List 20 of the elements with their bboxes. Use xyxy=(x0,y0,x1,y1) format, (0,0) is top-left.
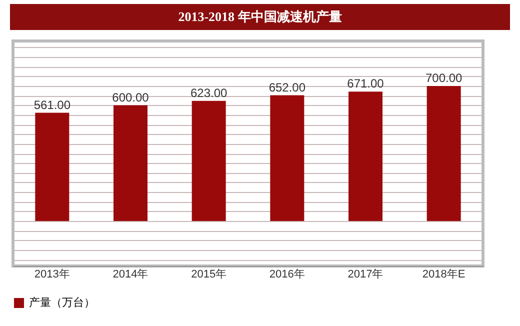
bar xyxy=(114,105,148,221)
data-label: 623.00 xyxy=(190,86,228,100)
bar xyxy=(426,86,461,221)
bar xyxy=(192,100,226,221)
legend-label: 产量（万台） xyxy=(29,296,95,309)
bar xyxy=(270,95,304,221)
x-tick-label: 2015年 xyxy=(191,268,227,280)
bar xyxy=(35,112,70,221)
data-label: 652.00 xyxy=(268,80,306,94)
x-tick-label: 2017年 xyxy=(348,268,384,280)
data-label: 671.00 xyxy=(347,76,384,91)
x-tick-label: 2013年 xyxy=(34,268,70,280)
x-tick-label: 2016年 xyxy=(269,268,305,280)
bar xyxy=(348,92,382,221)
data-label: 700.00 xyxy=(425,71,463,85)
x-tick-label: 2014年 xyxy=(112,268,148,280)
data-label: 600.00 xyxy=(112,90,150,104)
data-label: 561.00 xyxy=(34,98,71,112)
chart-title: 2013-2018 年中国减速机产量 xyxy=(10,4,510,30)
x-tick-label: 2018年E xyxy=(422,268,466,280)
